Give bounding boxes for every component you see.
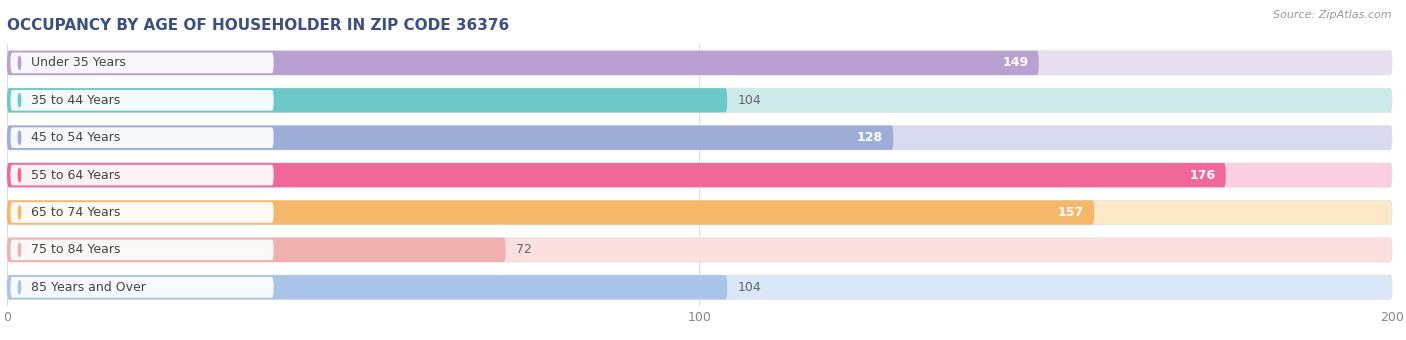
Text: 72: 72 [516, 243, 531, 256]
Text: 45 to 54 Years: 45 to 54 Years [31, 131, 121, 144]
FancyBboxPatch shape [7, 200, 1094, 225]
Text: Source: ZipAtlas.com: Source: ZipAtlas.com [1274, 10, 1392, 20]
FancyBboxPatch shape [7, 200, 1392, 225]
FancyBboxPatch shape [10, 165, 274, 185]
Circle shape [18, 206, 21, 219]
Text: 104: 104 [738, 94, 761, 107]
FancyBboxPatch shape [10, 240, 274, 260]
FancyBboxPatch shape [7, 238, 506, 262]
Text: 35 to 44 Years: 35 to 44 Years [31, 94, 121, 107]
Circle shape [18, 281, 21, 294]
FancyBboxPatch shape [7, 125, 893, 150]
Text: 75 to 84 Years: 75 to 84 Years [31, 243, 121, 256]
Circle shape [18, 56, 21, 69]
FancyBboxPatch shape [7, 88, 727, 113]
FancyBboxPatch shape [7, 275, 727, 300]
Circle shape [18, 94, 21, 107]
FancyBboxPatch shape [10, 53, 274, 73]
Text: 176: 176 [1189, 169, 1215, 182]
Text: 85 Years and Over: 85 Years and Over [31, 281, 146, 294]
Circle shape [18, 131, 21, 144]
FancyBboxPatch shape [7, 125, 1392, 150]
Text: 104: 104 [738, 281, 761, 294]
Text: 128: 128 [856, 131, 883, 144]
FancyBboxPatch shape [7, 275, 1392, 300]
Circle shape [18, 243, 21, 256]
FancyBboxPatch shape [7, 88, 1392, 113]
FancyBboxPatch shape [7, 163, 1392, 187]
FancyBboxPatch shape [7, 163, 1226, 187]
FancyBboxPatch shape [10, 90, 274, 110]
Text: 65 to 74 Years: 65 to 74 Years [31, 206, 121, 219]
Text: 149: 149 [1002, 56, 1028, 69]
FancyBboxPatch shape [10, 277, 274, 298]
Text: Under 35 Years: Under 35 Years [31, 56, 127, 69]
Text: 55 to 64 Years: 55 to 64 Years [31, 169, 121, 182]
FancyBboxPatch shape [7, 51, 1039, 75]
Text: OCCUPANCY BY AGE OF HOUSEHOLDER IN ZIP CODE 36376: OCCUPANCY BY AGE OF HOUSEHOLDER IN ZIP C… [7, 18, 509, 33]
Circle shape [18, 169, 21, 182]
FancyBboxPatch shape [10, 202, 274, 223]
FancyBboxPatch shape [10, 128, 274, 148]
FancyBboxPatch shape [7, 238, 1392, 262]
Text: 157: 157 [1057, 206, 1084, 219]
FancyBboxPatch shape [7, 51, 1392, 75]
